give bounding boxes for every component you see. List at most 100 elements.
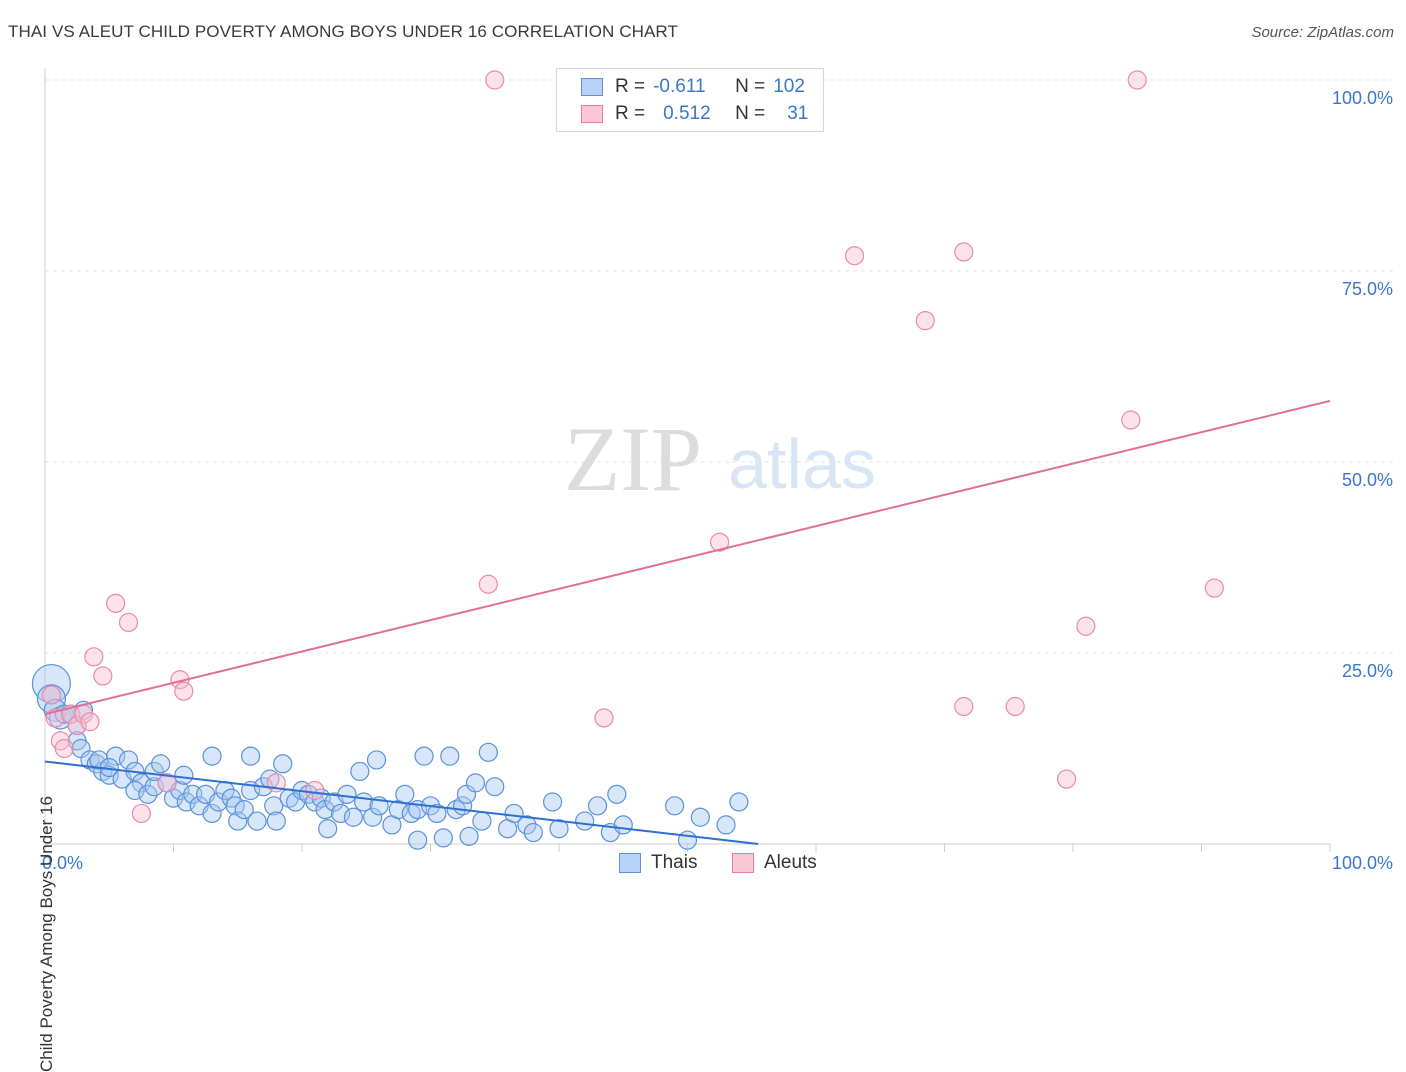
thais-point [350, 761, 370, 782]
legend-item-thais[interactable]: Thais [619, 852, 697, 874]
aleuts-point [594, 708, 614, 728]
aleuts-point [106, 593, 126, 613]
thais-point [366, 750, 387, 770]
watermark-atlas: atlas [728, 425, 876, 503]
thais-point [125, 780, 145, 801]
thais-point [174, 765, 194, 785]
thais-point [414, 746, 434, 766]
x-tick-label: 0.0% [42, 853, 83, 873]
legend-n-value-aleuts: 31 [787, 103, 809, 124]
thais-point [440, 746, 460, 766]
thais-point [729, 792, 749, 812]
y-tick-labels: 25.0% 50.0% 75.0% 100.0% [1332, 88, 1393, 681]
thais-point [234, 800, 254, 820]
series-legend: Thais Aleuts [0, 852, 1406, 878]
thais-point [264, 796, 284, 816]
chart-title: THAI VS ALEUT CHILD POVERTY AMONG BOYS U… [8, 22, 678, 41]
thais-point [459, 826, 479, 846]
thais-point [363, 807, 383, 827]
legend-item-aleuts[interactable]: Aleuts [732, 852, 817, 874]
thais-point [485, 777, 505, 797]
y-axis-label: Child Poverty Among Boys Under 16 [37, 796, 56, 1072]
thais-point [523, 822, 543, 843]
y-tick-label: 75.0% [1342, 279, 1393, 299]
thais-point [31, 663, 72, 704]
aleuts-point [305, 780, 325, 801]
thais-point [575, 811, 595, 831]
thais-point [716, 815, 736, 835]
aleuts-point [478, 574, 498, 594]
thais-point [273, 754, 293, 774]
correlation-legend: R = -0.611 N = 102 R = 0.512 N = 31 [556, 68, 824, 132]
source-label: Source: ZipAtlas.com [1251, 24, 1394, 41]
aleuts-point [915, 311, 935, 331]
aleuts-point [84, 647, 104, 667]
aleuts-point [954, 242, 974, 262]
y-tick-label: 100.0% [1332, 88, 1393, 108]
thais-point [478, 742, 498, 762]
thais-point [343, 807, 363, 827]
thais-point [176, 792, 196, 812]
legend-n-value-thais: 102 [773, 76, 805, 97]
thais-point [613, 815, 633, 835]
aleuts-point [67, 715, 87, 736]
aleuts-point [1056, 769, 1077, 789]
thais-point [318, 819, 338, 839]
thais-point [337, 784, 357, 804]
thais-point [228, 811, 248, 831]
aleuts-point [485, 70, 505, 90]
watermark-zip: ZIP [564, 408, 702, 510]
thais-point [106, 746, 126, 766]
legend-swatch-aleuts [732, 853, 754, 873]
trend-lines [44, 399, 1331, 845]
aleuts-point [844, 246, 865, 266]
aleuts-point [131, 803, 151, 824]
thais-point [395, 784, 415, 804]
thais-point [247, 811, 267, 831]
legend-r-label: R = [615, 103, 646, 124]
legend-row-aleuts: R = 0.512 N = 31 [581, 102, 808, 126]
thais-point [433, 828, 453, 848]
aleuts-point [1076, 616, 1096, 636]
x-tick-labels: 0.0% 100.0% [42, 853, 1393, 873]
thais-point [542, 792, 563, 812]
aleuts-point [118, 612, 139, 633]
legend-swatch-aleuts [581, 105, 603, 123]
legend-n-label: N = [735, 76, 766, 97]
legend-label-thais: Thais [651, 852, 698, 873]
x-tick-label: 100.0% [1332, 853, 1393, 873]
thais-point [504, 803, 524, 824]
thais-point [465, 773, 486, 793]
aleuts-point [41, 685, 62, 705]
thais-trend-line [44, 760, 759, 845]
aleuts-point [93, 666, 113, 686]
thais-point [549, 819, 569, 839]
thais-point [607, 784, 627, 804]
thais-point [241, 746, 261, 766]
thais-point [472, 811, 492, 831]
aleuts-trend-line [44, 399, 1331, 716]
thais-point [677, 830, 698, 850]
y-tick-label: 50.0% [1342, 470, 1393, 490]
thais-point [144, 761, 164, 782]
thais-point [517, 815, 537, 835]
legend-n-label: N = [735, 103, 766, 124]
thais-point [266, 811, 286, 831]
thais-point [138, 784, 158, 804]
legend-r-value-aleuts: 0.512 [663, 103, 711, 124]
aleuts-point [1005, 696, 1025, 717]
y-tick-label: 25.0% [1342, 661, 1393, 681]
thais-point [587, 796, 608, 816]
legend-label-aleuts: Aleuts [764, 852, 817, 873]
thais-point [99, 765, 119, 785]
thais-point [202, 803, 222, 824]
legend-r-value-thais: -0.611 [653, 76, 706, 97]
legend-row-thais: R = -0.611 N = 102 [581, 75, 805, 99]
aleuts-point [710, 532, 730, 552]
thais-point [330, 803, 351, 824]
watermark: ZIP atlas [564, 408, 876, 510]
aleuts-point [80, 712, 100, 732]
aleuts-point [157, 773, 177, 793]
aleuts-point [1127, 70, 1147, 90]
thais-point [131, 773, 151, 793]
